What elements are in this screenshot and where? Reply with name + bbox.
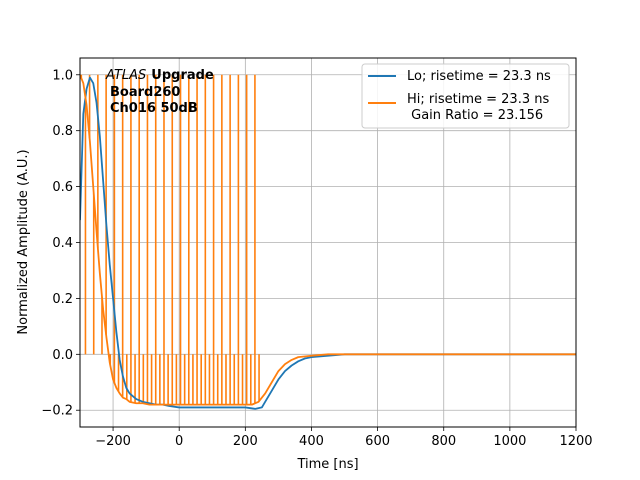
series-line-hi (80, 74, 576, 406)
annotation-channel: Ch016 50dB (110, 101, 198, 116)
x-tick-label: 600 (365, 434, 390, 449)
x-tick-label: 800 (431, 434, 456, 449)
x-axis-ticks: −200 0 200 400 600 800 1000 1200 (95, 427, 593, 449)
legend-entry-hi: Hi; risetime = 23.3 ns Gain Ratio = 23.1… (407, 92, 549, 123)
y-axis-ticks: −0.2 0.0 0.2 0.4 0.6 0.8 1.0 (41, 68, 80, 419)
x-tick-label: 400 (299, 434, 324, 449)
annotation-line-1: ATLAS Upgrade (105, 68, 214, 83)
series-lines (80, 74, 576, 410)
annotation-board: Board260 (110, 85, 180, 100)
y-tick-label: 1.0 (52, 68, 73, 83)
annotation-atlas: ATLAS (105, 68, 146, 83)
x-tick-label: 0 (175, 434, 183, 449)
annotation-upgrade: Upgrade (151, 68, 214, 83)
x-axis-label: Time [ns] (296, 457, 358, 472)
legend-entry-lo: Lo; risetime = 23.3 ns (407, 69, 551, 84)
legend-entry-hi-line-1: Hi; risetime = 23.3 ns (407, 92, 549, 107)
legend-box (361, 63, 570, 129)
x-tick-label: 1000 (493, 434, 526, 449)
y-tick-label: 0.2 (52, 292, 73, 307)
x-tick-label: −200 (95, 434, 131, 449)
y-axis-label: Normalized Amplitude (A.U.) (16, 149, 31, 334)
legend-entry-hi-line-2: Gain Ratio = 23.156 (407, 108, 543, 123)
hi-series-spikes (80, 74, 260, 405)
legend: Lo; risetime = 23.3 ns Hi; risetime = 23… (361, 63, 570, 129)
y-tick-label: 0.8 (52, 124, 73, 139)
y-tick-label: −0.2 (41, 404, 73, 419)
y-tick-label: 0.6 (52, 180, 73, 195)
y-tick-label: 0.0 (52, 348, 73, 363)
atlas-annotation: ATLAS Upgrade Board260 Ch016 50dB (105, 68, 214, 116)
x-tick-label: 1200 (559, 434, 592, 449)
y-tick-label: 0.4 (52, 236, 73, 251)
x-tick-label: 200 (233, 434, 258, 449)
